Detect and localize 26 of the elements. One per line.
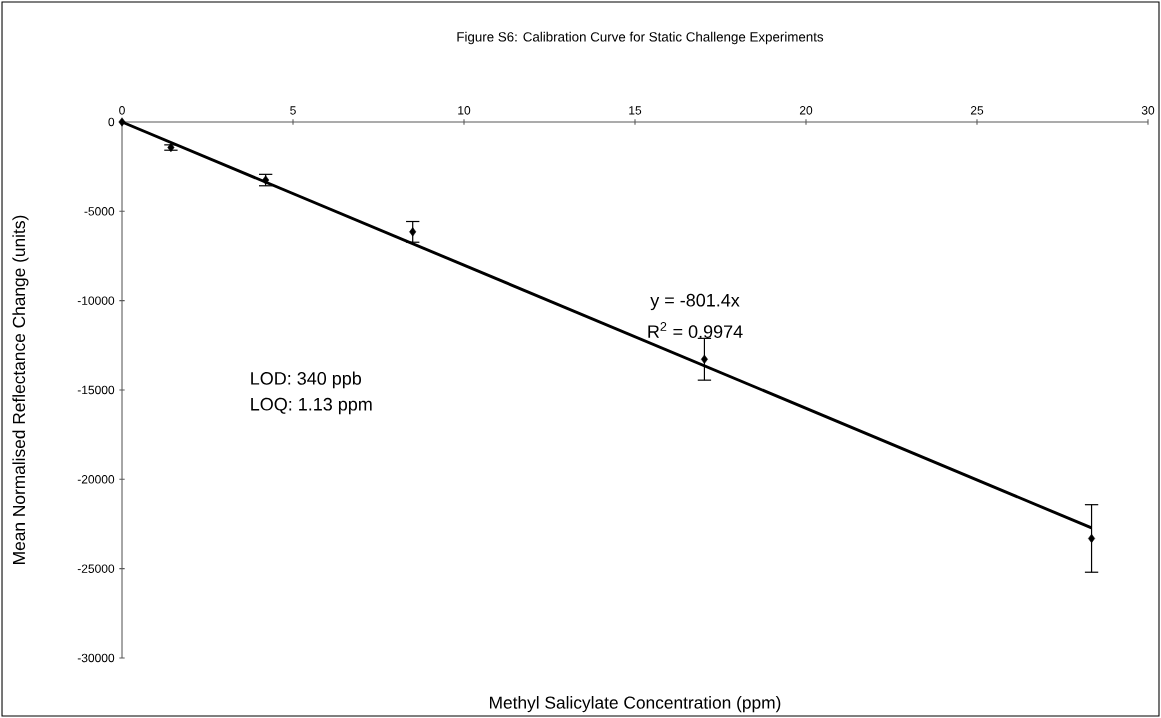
annotation: R$^{2}$ = 0.9974	[648, 322, 743, 338]
y-tick-label: 0	[108, 117, 115, 127]
y-tick-label: -5000	[84, 207, 115, 216]
point	[1088, 533, 1096, 543]
chart-title: Figure S6: Calibration Curve for Static Challenge Experiments	[457, 31, 824, 45]
y-tick-label: -20000	[77, 475, 115, 484]
point	[118, 117, 126, 127]
x-tick-label: 30	[1141, 106, 1155, 115]
y-tick-label: -25000	[77, 564, 115, 573]
annotation: LOQ: 1.13 ppm	[251, 397, 372, 415]
x-tick-label: 25	[970, 106, 984, 115]
point	[262, 175, 270, 185]
x-axis-title: Methyl Salicylate Concentration (ppm)	[489, 696, 781, 713]
x-tick-label: 20	[799, 106, 813, 115]
annotation: y = -801.4x	[650, 293, 740, 311]
x-tick-label: 0	[119, 106, 125, 115]
point	[700, 354, 708, 364]
x-tick-label: 5	[290, 106, 296, 115]
annotation: LOD: 340 ppb	[251, 371, 362, 389]
y-tick-label: -15000	[77, 385, 115, 395]
x-tick-label: 15	[629, 106, 642, 115]
point	[409, 227, 417, 237]
x-tick-label: 10	[458, 106, 471, 115]
y-tick-label: -30000	[77, 653, 115, 663]
y-tick-label: -10000	[77, 296, 115, 305]
y-axis-title: Mean Normalised Reflectance Change (units)	[12, 215, 29, 564]
